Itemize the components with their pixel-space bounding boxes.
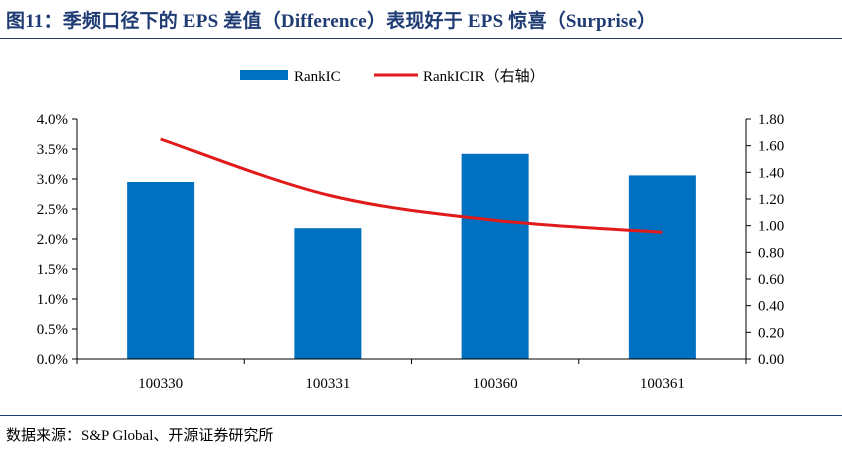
right-tick-label: 0.80	[758, 245, 784, 261]
left-tick-label: 1.0%	[37, 292, 68, 308]
x-tick-label: 100330	[138, 376, 183, 392]
bar-series	[127, 153, 696, 359]
left-tick-label: 1.5%	[37, 262, 68, 278]
axes: 0.0% 0.5% 1.0% 1.5% 2.0% 2.5% 3.0% 3.5% 4.0% 0.00…	[37, 112, 785, 392]
data-source: 数据来源：S&P Global、开源证券研究所	[6, 428, 274, 444]
right-tick-label: 1.00	[758, 219, 784, 235]
footer-divider	[0, 415, 842, 416]
left-tick-label: 0.5%	[37, 322, 68, 338]
bar-100331	[294, 228, 362, 359]
bar-100360	[461, 153, 529, 359]
right-tick-label: 0.40	[758, 299, 784, 315]
left-tick-label: 2.0%	[37, 232, 68, 248]
bar-100361	[628, 175, 696, 359]
left-tick-label: 3.5%	[37, 142, 68, 158]
left-tick-label: 0.0%	[37, 352, 68, 368]
legend-swatch-rankic	[240, 70, 288, 80]
right-tick-label: 1.80	[758, 112, 784, 128]
right-tick-label: 0.00	[758, 352, 784, 368]
legend-label-rankic: RankIC	[294, 69, 341, 85]
legend: RankIC RankICIR（右轴）	[240, 68, 545, 85]
title-divider	[0, 38, 842, 39]
left-tick-label: 4.0%	[37, 112, 68, 128]
rankicir-line	[160, 137, 663, 234]
right-tick-label: 0.20	[758, 325, 784, 341]
right-tick-label: 1.40	[758, 165, 784, 181]
left-tick-label: 2.5%	[37, 202, 68, 218]
x-tick-label: 100331	[305, 376, 350, 392]
x-tick-label: 100361	[640, 376, 685, 392]
figure-title: 图11：季频口径下的 EPS 差值（Difference）表现好于 EPS 惊喜…	[6, 11, 657, 32]
right-tick-label: 0.60	[758, 272, 784, 288]
line-series	[160, 137, 663, 234]
right-tick-label: 1.60	[758, 139, 784, 155]
right-tick-label: 1.20	[758, 192, 784, 208]
bar-100330	[127, 182, 195, 359]
x-tick-label: 100360	[473, 376, 518, 392]
left-tick-label: 3.0%	[37, 172, 68, 188]
legend-label-rankicir: RankICIR（右轴）	[423, 68, 545, 85]
